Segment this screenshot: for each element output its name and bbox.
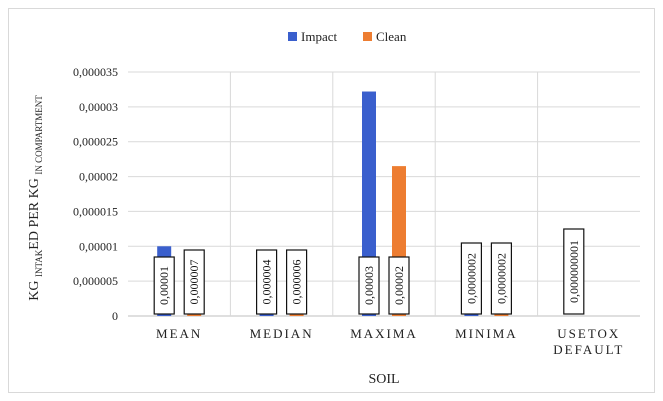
- x-axis-title: SOIL: [368, 372, 399, 387]
- x-category-label: MAXIMA: [350, 326, 418, 341]
- data-label-box: [153, 256, 175, 315]
- data-label-box: [563, 228, 585, 315]
- legend-item-clean: Clean: [363, 29, 407, 44]
- data-label-impact: 0,000004: [256, 249, 278, 315]
- data-label-impact: 0,00001: [153, 256, 175, 315]
- y-tick-label: 0,00002: [79, 170, 118, 184]
- legend-item-impact: Impact: [288, 29, 337, 44]
- data-label-text: 0,00002: [392, 266, 406, 305]
- y-axis-title-subscript: IN COMPARTMENT: [34, 95, 44, 175]
- data-label-impact: 0,000000001: [563, 228, 585, 315]
- y-tick-label: 0,000015: [73, 204, 118, 218]
- data-label-clean: 0,00002: [388, 256, 410, 315]
- data-label-text: 0,00001: [157, 266, 171, 305]
- data-label-box: [460, 242, 482, 315]
- data-label-box: [388, 256, 410, 315]
- data-label-clean: 0,000007: [183, 249, 205, 315]
- data-label-text: 0,000000001: [567, 240, 581, 303]
- y-axis-title: KG INTAKED PER KG IN COMPARTMENT: [27, 95, 44, 301]
- x-category-label: MINIMA: [455, 326, 518, 341]
- x-category-label: DEFAULT: [553, 342, 624, 357]
- data-label-box: [286, 249, 308, 315]
- data-labels: 0,00001 0,000004 0,00003 0,0000002 0,0000000…: [153, 228, 585, 315]
- y-tick-label: 0,00001: [79, 239, 118, 253]
- y-axis-ticks: 0 0,000005 0,00001 0,000015 0,00002 0,000025 0…: [73, 65, 118, 323]
- x-category-label: MEAN: [156, 326, 202, 341]
- legend-label: Clean: [376, 29, 407, 44]
- data-label-clean: 0,0000002: [490, 242, 512, 315]
- y-tick-label: 0: [112, 309, 118, 323]
- data-label-text: 0,0000002: [494, 253, 508, 304]
- y-tick-label: 0,00003: [79, 100, 118, 114]
- data-label-text: 0,000006: [290, 260, 304, 305]
- y-axis-title-part: ED PER KG: [27, 175, 42, 250]
- legend-swatch: [288, 32, 297, 41]
- y-tick-label: 0,000005: [73, 274, 118, 288]
- data-label-text: 0,0000002: [464, 253, 478, 304]
- data-label-text: 0,000007: [187, 260, 201, 305]
- data-label-impact: 0,00003: [358, 256, 380, 315]
- data-label-box: [358, 256, 380, 315]
- x-category-label: USETOX: [557, 326, 620, 341]
- data-label-impact: 0,0000002: [460, 242, 482, 315]
- legend: Impact Clean: [288, 29, 407, 44]
- data-label-text: 0,00003: [362, 266, 376, 305]
- y-tick-label: 0,000025: [73, 135, 118, 149]
- data-label-box: [490, 242, 512, 315]
- x-category-label: MEDIAN: [250, 326, 314, 341]
- data-label-clean: 0,000006: [286, 249, 308, 315]
- y-axis-title-part: KG: [27, 277, 42, 301]
- y-axis-title-subscript: INTAK: [34, 249, 44, 277]
- data-label-box: [183, 249, 205, 315]
- y-tick-label: 0,000035: [73, 65, 118, 79]
- data-label-box: [256, 249, 278, 315]
- legend-label: Impact: [301, 29, 337, 44]
- gridlines: [128, 71, 640, 317]
- legend-swatch: [363, 32, 372, 41]
- data-label-text: 0,000004: [260, 260, 274, 305]
